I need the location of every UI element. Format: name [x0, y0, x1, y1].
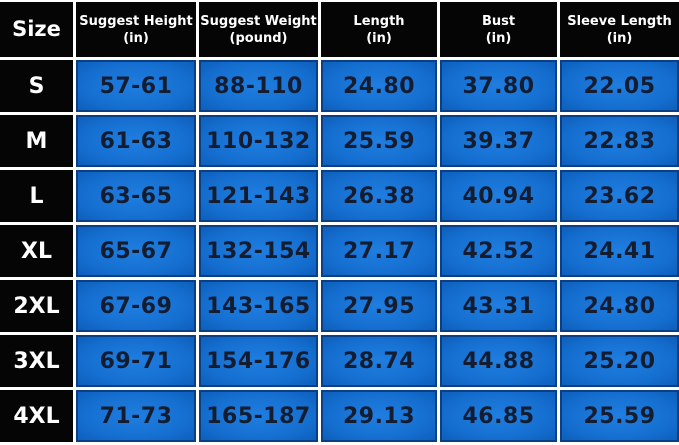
header-cell: Suggest Weight (pound) — [199, 2, 318, 57]
table-cell: 132-154 — [199, 225, 318, 277]
table-cell: 63-65 — [76, 170, 196, 222]
header-unit: (pound) — [229, 30, 288, 46]
table-cell: 25.59 — [560, 390, 679, 442]
table-cell: 22.83 — [560, 115, 679, 167]
header-cell: Bust (in) — [440, 2, 557, 57]
table-cell: 27.17 — [321, 225, 437, 277]
header-name: Suggest Height — [79, 13, 193, 29]
size-label: L — [0, 170, 73, 222]
header-cell: Sleeve Length (in) — [560, 2, 679, 57]
table-cell: 69-71 — [76, 335, 196, 387]
header-cell: Size — [0, 2, 73, 57]
table-cell: 61-63 — [76, 115, 196, 167]
table-cell: 43.31 — [440, 280, 557, 332]
table-cell: 22.05 — [560, 60, 679, 112]
table-cell: 46.85 — [440, 390, 557, 442]
table-cell: 40.94 — [440, 170, 557, 222]
table-cell: 57-61 — [76, 60, 196, 112]
table-cell: 67-69 — [76, 280, 196, 332]
size-label: 2XL — [0, 280, 73, 332]
table-cell: 65-67 — [76, 225, 196, 277]
table-cell: 26.38 — [321, 170, 437, 222]
table-cell: 25.59 — [321, 115, 437, 167]
table-cell: 44.88 — [440, 335, 557, 387]
table-cell: 24.80 — [560, 280, 679, 332]
table-cell: 37.80 — [440, 60, 557, 112]
size-label: 4XL — [0, 390, 73, 442]
size-label: 3XL — [0, 335, 73, 387]
table-cell: 71-73 — [76, 390, 196, 442]
table-cell: 29.13 — [321, 390, 437, 442]
table-cell: 28.74 — [321, 335, 437, 387]
table-cell: 110-132 — [199, 115, 318, 167]
header-unit: (in) — [366, 30, 392, 46]
table-cell: 27.95 — [321, 280, 437, 332]
table-cell: 88-110 — [199, 60, 318, 112]
header-cell: Length (in) — [321, 2, 437, 57]
size-label: S — [0, 60, 73, 112]
table-cell: 143-165 — [199, 280, 318, 332]
table-cell: 25.20 — [560, 335, 679, 387]
table-cell: 165-187 — [199, 390, 318, 442]
table-cell: 24.80 — [321, 60, 437, 112]
size-label: M — [0, 115, 73, 167]
table-cell: 39.37 — [440, 115, 557, 167]
table-cell: 154-176 — [199, 335, 318, 387]
header-unit: (in) — [123, 30, 149, 46]
header-name: Bust — [481, 13, 516, 29]
header-name: Length — [353, 13, 405, 29]
table-cell: 121-143 — [199, 170, 318, 222]
header-unit: (in) — [485, 30, 512, 46]
header-cell: Suggest Height (in) — [76, 2, 196, 57]
table-cell: 42.52 — [440, 225, 557, 277]
header-name: Suggest Weight — [200, 13, 317, 29]
size-label: XL — [0, 225, 73, 277]
header-unit: (in) — [606, 30, 633, 46]
header-name: Sleeve Length — [567, 13, 672, 29]
table-cell: 24.41 — [560, 225, 679, 277]
table-cell: 23.62 — [560, 170, 679, 222]
